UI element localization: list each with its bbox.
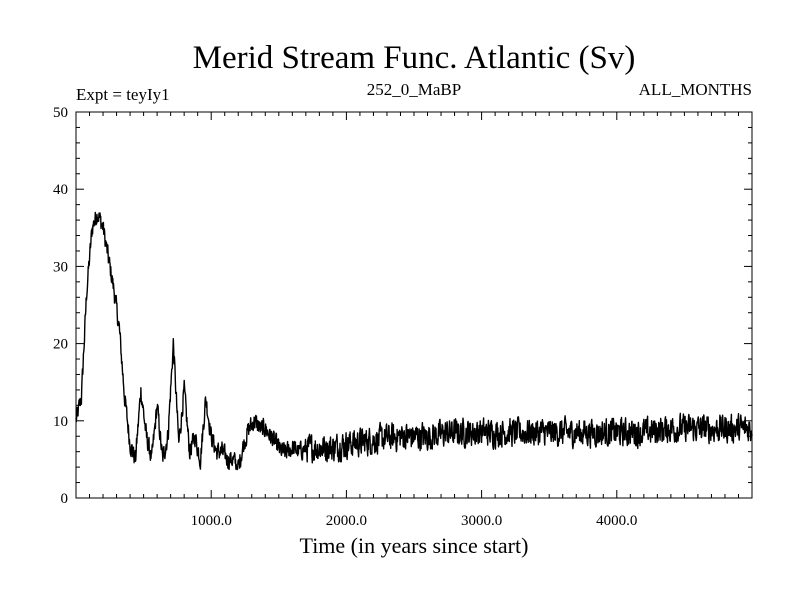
period-label: 252_0_MaBP [367, 80, 461, 99]
series-line [75, 211, 753, 471]
axis-ticks [76, 111, 752, 499]
y-tick-label: 50 [53, 105, 68, 121]
y-tick-label: 0 [61, 491, 69, 507]
x-tick-label: 3000.0 [461, 513, 502, 529]
x-tick-label: 1000.0 [191, 513, 232, 529]
axis-tick-labels: 0 10 20 30 40 50 1000.0 2000.0 3000.0 4000.0 [53, 105, 637, 529]
x-axis-label: Time (in years since start) [300, 533, 529, 558]
experiment-label: Expt = teyIy1 [76, 85, 170, 104]
y-tick-label: 20 [53, 337, 68, 353]
y-tick-label: 40 [53, 182, 68, 198]
x-tick-label: 2000.0 [326, 513, 367, 529]
x-tick-label: 4000.0 [596, 513, 637, 529]
y-tick-label: 10 [53, 414, 68, 430]
chart-title: Merid Stream Func. Atlantic (Sv) [193, 40, 636, 76]
series-layer [75, 211, 753, 471]
y-tick-label: 30 [53, 259, 68, 275]
months-label: ALL_MONTHS [639, 80, 752, 99]
